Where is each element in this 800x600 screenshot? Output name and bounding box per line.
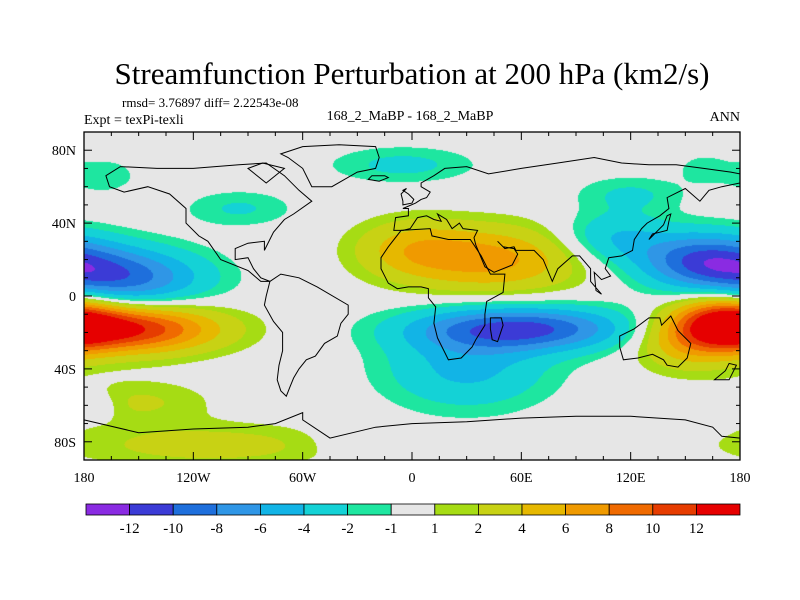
colorbar-label: 12 <box>689 521 704 537</box>
colorbar-swatch <box>129 503 174 516</box>
colorbar-label: -8 <box>211 521 224 537</box>
colorbar-swatch <box>477 503 523 516</box>
x-axis: 180 120W 60W 0 60E 120E 180 <box>74 132 751 486</box>
coastline-3 <box>393 156 741 295</box>
colorbar-swatch <box>259 503 305 516</box>
colorbar: -12 -10 -8 -6 -4 -2 -1 1 2 4 6 8 10 12 <box>85 503 741 537</box>
colorbar-label: -10 <box>163 521 183 537</box>
x-tick-label: 60E <box>510 471 533 486</box>
x-tick-label: 60W <box>289 471 317 486</box>
x-tick-label: 120E <box>616 471 646 486</box>
colorbar-swatch <box>521 503 566 516</box>
coastline-8 <box>400 188 415 206</box>
colorbar-swatch <box>85 503 130 516</box>
coastline-4 <box>619 315 692 368</box>
y-tick-label: 40S <box>54 363 76 378</box>
left-label: Expt = texPi-texli <box>84 113 184 128</box>
coastline-6 <box>279 144 380 188</box>
colorbar-swatch <box>172 503 218 516</box>
x-tick-label: 180 <box>730 471 751 486</box>
center-label: 168_2_MaBP - 168_2_MaBP <box>327 109 494 124</box>
coastline-1 <box>263 273 349 398</box>
streamfunction-field <box>84 132 740 460</box>
coastline-7 <box>367 175 390 182</box>
colorbar-label: 1 <box>431 521 439 537</box>
colorbar-swatch <box>347 503 392 516</box>
coastline-11 <box>246 162 286 184</box>
y-axis: 80N 40N 0 40S 80S <box>52 131 740 461</box>
colorbar-swatch <box>434 503 479 516</box>
x-tick-label: 0 <box>409 471 416 486</box>
colorbar-swatch <box>303 503 348 516</box>
colorbar-label: 2 <box>475 521 483 537</box>
y-tick-label: 80S <box>54 436 76 451</box>
colorbar-label: -1 <box>385 521 398 537</box>
coastline-5 <box>83 411 741 461</box>
colorbar-swatch <box>565 503 610 516</box>
colorbar-swatch <box>608 503 654 516</box>
coastline-0 <box>105 162 313 282</box>
map-plot: 180 120W 60W 0 60E 120E 180 80N 40N 0 40S 80S <box>52 131 751 486</box>
colorbar-label: -2 <box>341 521 354 537</box>
right-label: ANN <box>710 110 740 125</box>
coastlines <box>83 144 741 461</box>
colorbar-label: -6 <box>254 521 267 537</box>
coastline-10 <box>489 317 504 343</box>
colorbar-swatch <box>652 503 697 516</box>
colorbar-label: 8 <box>605 521 613 537</box>
chart-title: Streamfunction Perturbation at 200 hPa (… <box>115 56 710 91</box>
colorbar-swatch <box>216 503 261 516</box>
y-tick-label: 0 <box>69 290 76 305</box>
coastline-9 <box>648 213 672 240</box>
colorbar-label: 6 <box>562 521 570 537</box>
colorbar-label: 4 <box>518 521 526 537</box>
y-tick-label: 80N <box>52 144 76 159</box>
colorbar-swatch <box>696 503 741 516</box>
y-tick-label: 40N <box>52 217 76 232</box>
colorbar-swatch <box>390 503 436 516</box>
coastline-2 <box>380 228 506 361</box>
colorbar-label: -12 <box>120 521 140 537</box>
x-tick-label: 120W <box>176 471 211 486</box>
colorbar-label: 10 <box>645 521 660 537</box>
colorbar-label: -4 <box>298 521 311 537</box>
coastline-12 <box>713 362 738 381</box>
stats-line: rmsd= 3.76897 diff= 2.22543e-08 <box>122 95 299 110</box>
x-tick-label: 180 <box>74 471 95 486</box>
